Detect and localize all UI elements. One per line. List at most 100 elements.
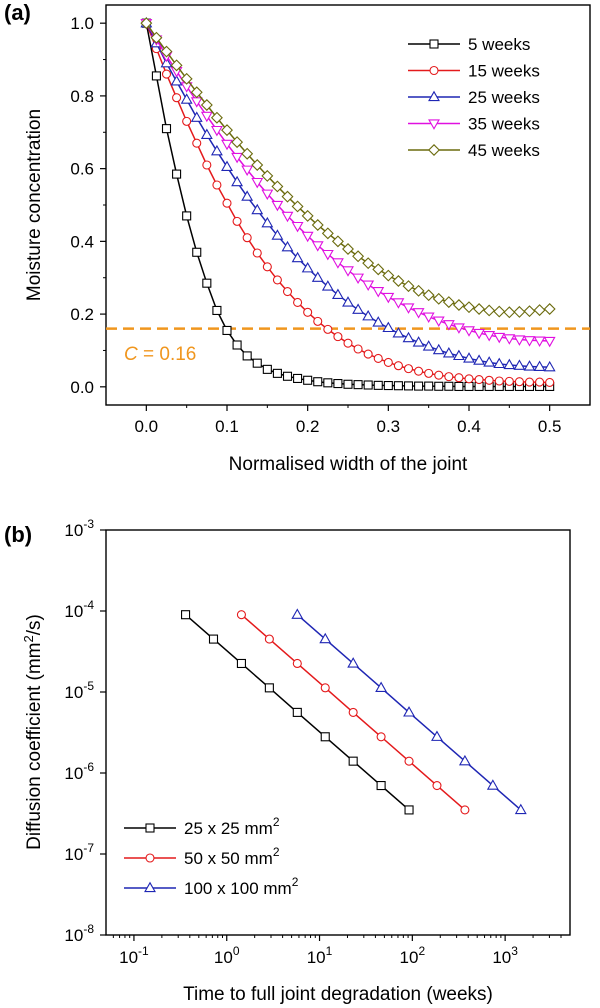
data-point	[190, 86, 203, 99]
legend-item: 35 weeks	[408, 115, 540, 134]
x-tick-label: 0.2	[296, 417, 320, 436]
data-point	[513, 305, 526, 318]
data-point	[353, 344, 363, 354]
legend-item: 15 weeks	[408, 62, 540, 81]
y-tick-label: 1.0	[70, 14, 94, 33]
data-point	[261, 189, 274, 201]
data-point	[474, 374, 484, 385]
data-point	[383, 357, 393, 368]
data-point	[241, 190, 254, 201]
panel-a-moisture-chart: (a) 0.0 0.1 0.2 0.3 0.4 0.5 0.0 0.2 0.4 0.6 0.8 1.0…	[4, 0, 591, 475]
series-3	[291, 608, 527, 815]
data-point	[140, 17, 153, 30]
data-point	[321, 280, 334, 291]
tick-exponent: -3	[83, 517, 94, 531]
data-point	[362, 309, 375, 321]
tick-base: 10	[64, 845, 83, 864]
data-point	[348, 756, 358, 766]
x-tick-label: 100	[214, 944, 240, 967]
data-point	[402, 303, 415, 314]
data-point	[242, 233, 252, 243]
panel-a-x-axis-title: Normalised width of the joint	[229, 454, 468, 475]
data-point	[402, 280, 415, 293]
data-point	[151, 71, 161, 81]
legend-marker	[428, 90, 440, 102]
data-point	[271, 229, 284, 240]
data-point	[262, 262, 272, 272]
series-35-weeks	[140, 19, 556, 348]
data-point	[181, 610, 191, 620]
data-point	[321, 249, 334, 261]
y-tick-label: 0.0	[70, 378, 94, 397]
data-point	[333, 378, 343, 389]
data-point	[272, 368, 282, 378]
data-point	[320, 683, 330, 693]
data-point	[473, 328, 486, 340]
data-point	[231, 152, 244, 164]
data-point	[486, 779, 499, 790]
panel-a-y-axis-title: Moisture concentration	[24, 109, 45, 301]
data-point	[231, 136, 244, 149]
data-point	[503, 306, 516, 319]
data-point	[236, 658, 246, 669]
data-point	[232, 340, 242, 350]
data-point	[222, 325, 232, 336]
data-point	[513, 335, 526, 346]
tick-base: 10	[214, 948, 233, 967]
data-point	[212, 305, 222, 316]
y-title-main: Diffusion coefficient (mm	[24, 643, 45, 850]
legend-marker	[428, 119, 440, 130]
data-point	[403, 706, 415, 717]
data-point	[343, 338, 353, 348]
x-tick-label: 102	[400, 944, 426, 967]
data-point	[382, 321, 395, 333]
data-point	[264, 683, 274, 693]
data-point	[251, 159, 264, 171]
data-point	[434, 370, 444, 380]
data-point	[404, 756, 414, 766]
data-point	[452, 349, 465, 361]
data-point	[303, 307, 313, 317]
data-point	[483, 356, 496, 367]
data-point	[473, 354, 486, 365]
data-point	[375, 681, 388, 693]
data-point	[352, 303, 365, 314]
data-point	[292, 658, 302, 669]
tick-exponent: 2	[418, 944, 425, 958]
data-point	[393, 381, 403, 391]
panel-a-legend: 5 weeks 15 weeks 25 weeks 35 weeks 45 weeks	[408, 35, 540, 160]
data-point	[261, 216, 274, 228]
tick-exponent: 1	[326, 944, 333, 958]
panel-a-label: (a)	[4, 0, 31, 25]
y-tick-label: 10-8	[64, 922, 94, 945]
x-tick-label: 0.4	[457, 417, 481, 436]
data-point	[524, 377, 535, 387]
data-point	[372, 316, 385, 327]
series-15-weeks	[141, 18, 555, 388]
data-point	[533, 360, 546, 371]
data-point	[323, 378, 333, 388]
data-point	[382, 292, 395, 304]
data-point	[422, 289, 435, 302]
data-point	[293, 373, 303, 384]
data-point	[523, 360, 536, 371]
data-point	[503, 334, 516, 345]
data-point	[424, 381, 434, 391]
data-point	[352, 250, 365, 263]
legend-marker	[428, 144, 440, 156]
data-point	[493, 357, 506, 369]
data-point	[533, 336, 546, 347]
data-point	[210, 144, 223, 156]
panel-b-series	[181, 608, 527, 815]
data-point	[493, 305, 506, 318]
x-tick-label: 0.0	[135, 417, 159, 436]
data-point	[264, 634, 274, 644]
data-point	[458, 754, 471, 766]
data-point	[454, 381, 464, 392]
y-tick-label: 0.2	[70, 305, 94, 324]
panel-b-x-axis-title: Time to full joint degradation (weeks)	[183, 984, 493, 1005]
x-tick-label: 0.3	[377, 417, 401, 436]
threshold-variable: C	[124, 344, 138, 365]
data-point	[523, 305, 536, 318]
y-title-superscript: 2	[21, 635, 36, 642]
